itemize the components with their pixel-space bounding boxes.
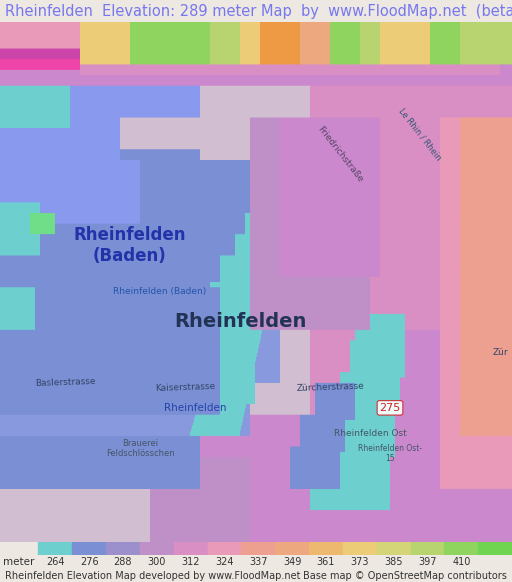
Text: 337: 337: [249, 557, 268, 567]
Text: Rheinfelden: Rheinfelden: [174, 312, 306, 331]
Text: 300: 300: [147, 557, 166, 567]
Text: Friedrichstraße: Friedrichstraße: [315, 125, 365, 184]
Text: Rheinfelden  Elevation: 289 meter Map  by  www.FloodMap.net  (beta): Rheinfelden Elevation: 289 meter Map by …: [5, 3, 512, 19]
Bar: [309, 542, 343, 555]
Text: Rheinfelden (Baden): Rheinfelden (Baden): [113, 286, 207, 296]
Text: 276: 276: [80, 557, 98, 567]
Bar: [106, 542, 140, 555]
Text: 410: 410: [452, 557, 471, 567]
Bar: [207, 542, 241, 555]
Bar: [174, 542, 207, 555]
Bar: [72, 542, 106, 555]
Text: Zürcherstrasse: Zürcherstrasse: [296, 382, 364, 393]
Text: Rheinfelden Ost: Rheinfelden Ost: [334, 429, 407, 438]
Text: 275: 275: [379, 403, 400, 413]
Text: 385: 385: [385, 557, 403, 567]
Text: Zür: Zür: [492, 347, 508, 357]
Bar: [343, 542, 377, 555]
Bar: [275, 542, 309, 555]
Text: Rheinfelden
(Baden): Rheinfelden (Baden): [74, 226, 186, 265]
Bar: [38, 542, 72, 555]
Text: Rheinfelden: Rheinfelden: [164, 403, 226, 413]
Bar: [444, 542, 478, 555]
Text: Le Rhin / Rhein: Le Rhin / Rhein: [397, 106, 443, 162]
Bar: [140, 542, 174, 555]
Text: 397: 397: [418, 557, 437, 567]
Text: meter: meter: [3, 557, 34, 567]
Text: Kaiserstrasse: Kaiserstrasse: [155, 382, 215, 393]
Text: Rheinfelden Elevation Map developed by www.FloodMap.net: Rheinfelden Elevation Map developed by w…: [5, 570, 301, 581]
Bar: [478, 542, 512, 555]
Bar: [377, 542, 411, 555]
Bar: [241, 542, 275, 555]
Text: 361: 361: [317, 557, 335, 567]
Text: 312: 312: [181, 557, 200, 567]
Text: 288: 288: [114, 557, 132, 567]
Text: Rheinfelden Ost-
15: Rheinfelden Ost- 15: [358, 444, 422, 463]
Text: 264: 264: [46, 557, 65, 567]
Text: Baslerstrasse: Baslerstrasse: [34, 377, 95, 388]
Text: 373: 373: [351, 557, 369, 567]
Bar: [411, 542, 444, 555]
Text: Brauerei
Feldschlösschen: Brauerei Feldschlösschen: [105, 439, 174, 458]
Text: 324: 324: [215, 557, 233, 567]
Text: Base map © OpenStreetMap contributors: Base map © OpenStreetMap contributors: [303, 570, 507, 581]
Text: 349: 349: [283, 557, 301, 567]
